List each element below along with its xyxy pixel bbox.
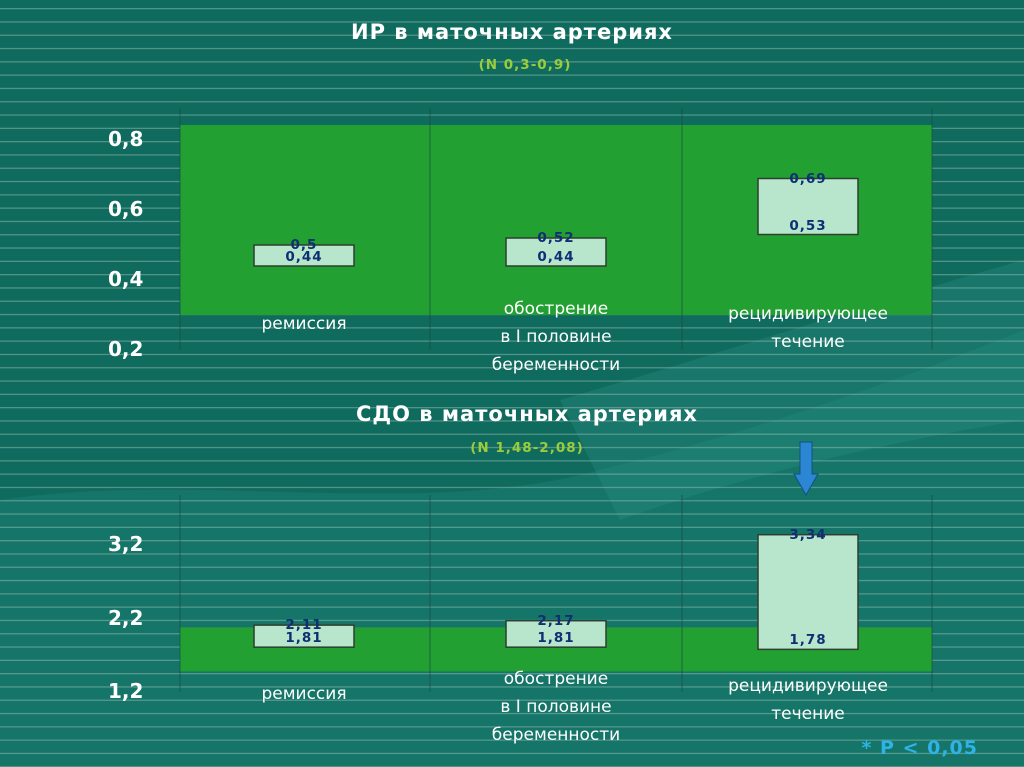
- category-label-line: беременности: [491, 355, 621, 375]
- chart-subtitle-sdo: (N 1,48-2,08): [470, 440, 584, 456]
- background-stripe: [0, 74, 1024, 76]
- background-stripe: [0, 367, 1024, 369]
- range-bar: [253, 244, 355, 267]
- down-arrow-icon: [793, 441, 819, 497]
- background-stripe: [0, 47, 1024, 50]
- chart-subtitle-ir: (N 0,3-0,9): [478, 57, 572, 73]
- value-label-high: 3,34: [789, 526, 827, 543]
- value-label-high: 0,69: [789, 170, 827, 187]
- value-label-high: 2,17: [537, 612, 575, 629]
- background-stripe: [0, 87, 1024, 90]
- chart-title-sdo: СДО в маточных артериях: [356, 402, 698, 426]
- category-label-line: течение: [771, 332, 845, 352]
- background-stripe: [0, 752, 1024, 755]
- value-label-high: 2,11: [285, 617, 323, 634]
- background-stripe: [0, 486, 1024, 489]
- category-label-line: течение: [771, 704, 845, 724]
- background-stripe: [0, 380, 1024, 382]
- background-stripe: [0, 593, 1024, 595]
- value-label-low: 0,44: [285, 249, 323, 265]
- y-tick-label: 1,2: [108, 679, 144, 703]
- value-label-low: 0,44: [537, 249, 575, 265]
- background-stripe: [0, 446, 1024, 449]
- y-tick-label: 0,8: [108, 127, 144, 151]
- value-label-low: 1,78: [789, 632, 827, 649]
- background-stripe: [0, 61, 1024, 63]
- background-stripe: [0, 500, 1024, 502]
- background-stripe: [0, 353, 1024, 356]
- background-stripe: [0, 712, 1024, 715]
- range-bar: [757, 177, 859, 236]
- background-stripe: [0, 420, 1024, 422]
- background-stripe: [0, 540, 1024, 542]
- range-bar: [757, 533, 859, 651]
- category-label: ремиссия: [194, 310, 414, 338]
- y-tick-label: 0,6: [108, 197, 144, 221]
- background-stripe: [0, 101, 1024, 103]
- category-label-line: рецидивирующее: [728, 676, 888, 696]
- range-bar: [505, 237, 607, 267]
- background-stripe: [0, 686, 1024, 688]
- background-shape: [560, 260, 1024, 520]
- background-stripe: [0, 726, 1024, 728]
- category-label-line: обострение: [503, 299, 609, 319]
- background-stripe: [0, 606, 1024, 608]
- range-bar: [505, 619, 607, 648]
- category-label-line: обострение: [503, 669, 609, 689]
- y-tick-label: 3,2: [108, 532, 144, 556]
- background-stripe: [0, 34, 1024, 36]
- background-stripe: [0, 699, 1024, 701]
- background-stripe: [0, 673, 1024, 675]
- background-stripe: [0, 460, 1024, 462]
- category-label-line: в I половине: [500, 327, 612, 347]
- significance-note: * P < 0,05: [861, 737, 978, 759]
- y-tick-label: 0,2: [108, 337, 144, 361]
- category-label-line: беременности: [491, 725, 621, 745]
- chart-sdo: [179, 441, 933, 692]
- background-stripe: [0, 393, 1024, 395]
- value-label-high: 0,52: [537, 230, 575, 246]
- chart-title-ir: ИР в маточных артериях: [351, 20, 673, 44]
- background-stripe: [0, 340, 1024, 342]
- value-label-low: 1,81: [285, 630, 323, 647]
- category-label-line: рецидивирующее: [728, 304, 888, 324]
- category-label-line: ремиссия: [261, 684, 347, 704]
- value-label-low: 1,81: [537, 630, 575, 647]
- background-stripe: [0, 566, 1024, 568]
- background-stripe: [0, 579, 1024, 582]
- category-label: обострение в I половине беременности: [446, 295, 666, 379]
- background-stripe: [0, 473, 1024, 475]
- background-stripe: [0, 21, 1024, 23]
- category-label: ремиссия: [194, 680, 414, 708]
- category-label: рецидивирующее течение: [698, 672, 918, 728]
- value-label-low: 0,53: [789, 217, 827, 234]
- chart-ir: [179, 108, 933, 350]
- background-stripe: [0, 114, 1024, 116]
- y-tick-label: 2,2: [108, 606, 144, 630]
- background-stripe: [0, 739, 1024, 741]
- background-stripe: [0, 407, 1024, 409]
- background-stripe: [0, 433, 1024, 435]
- value-label-high: 0,5: [290, 237, 318, 253]
- category-label-line: ремиссия: [261, 314, 347, 334]
- category-label: рецидивирующее течение: [698, 300, 918, 356]
- background-stripe: [0, 553, 1024, 555]
- background-stripe: [0, 327, 1024, 329]
- background-stripe: [0, 513, 1024, 515]
- y-tick-label: 0,4: [108, 267, 144, 291]
- range-bar: [253, 624, 355, 648]
- category-label-line: в I половине: [500, 697, 612, 717]
- background-stripe: [0, 8, 1024, 10]
- category-label: обострение в I половине беременности: [446, 665, 666, 749]
- background-stripe: [0, 526, 1024, 528]
